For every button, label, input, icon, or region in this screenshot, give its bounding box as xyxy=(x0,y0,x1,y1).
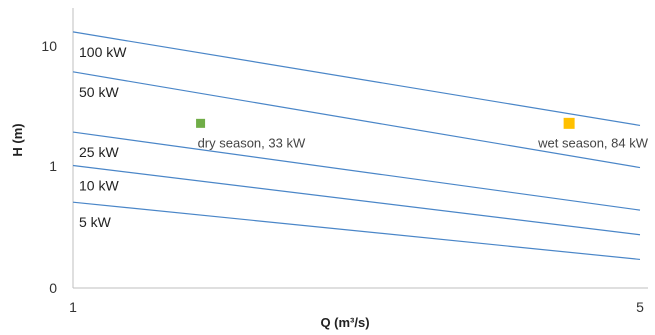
x-tick-5: 5 xyxy=(636,299,644,315)
series-line-5-kw xyxy=(72,201,641,261)
series-line-10-kw xyxy=(72,164,641,236)
series-layer: 100 kW 50 kW 25 kW 10 kW 5 kW xyxy=(72,31,641,261)
point-label-wet-season-84-kw: wet season, 84 kW xyxy=(537,135,649,150)
series-line-100-kw xyxy=(72,31,641,127)
point-label-dry-season-33-kw: dry season, 33 kW xyxy=(198,135,306,150)
x-tick-1: 1 xyxy=(69,299,77,315)
point-marker-dry-season-33-kw xyxy=(196,118,206,128)
y-axis-title: H (m) xyxy=(10,123,25,156)
x-axis-title: Q (m³/s) xyxy=(320,315,369,330)
points-layer: dry season, 33 kW wet season, 84 kW xyxy=(196,117,649,150)
series-label-50-kw: 50 kW xyxy=(79,84,119,100)
series-label-5-kw: 5 kW xyxy=(79,214,112,230)
point-marker-wet-season-84-kw xyxy=(563,117,575,129)
series-line-50-kw xyxy=(72,71,641,169)
series-label-10-kw: 10 kW xyxy=(79,177,119,193)
y-tick-10: 10 xyxy=(41,38,57,54)
series-label-25-kw: 25 kW xyxy=(79,144,119,160)
series-line-25-kw xyxy=(72,131,641,211)
series-label-100-kw: 100 kW xyxy=(79,44,127,60)
y-tick-1: 1 xyxy=(49,158,57,174)
y-tick-0: 0 xyxy=(49,280,57,296)
plot-area xyxy=(72,8,648,289)
